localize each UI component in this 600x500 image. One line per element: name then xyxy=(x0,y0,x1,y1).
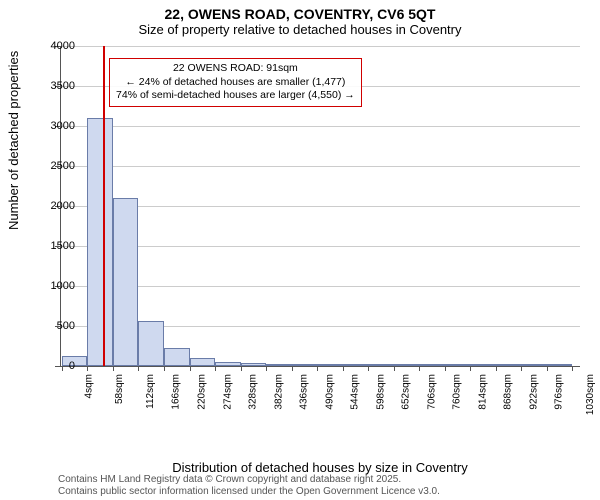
xtick-mark xyxy=(572,366,573,371)
xtick-label: 274sqm xyxy=(222,374,233,410)
xtick-label: 652sqm xyxy=(401,374,412,410)
ytick-label: 1500 xyxy=(35,240,75,252)
xtick-label: 706sqm xyxy=(426,374,437,410)
xtick-mark xyxy=(292,366,293,371)
footer-line-1: Contains HM Land Registry data © Crown c… xyxy=(58,474,440,486)
xtick-mark xyxy=(445,366,446,371)
xtick-mark xyxy=(470,366,471,371)
ytick-label: 2000 xyxy=(35,200,75,212)
xtick-mark xyxy=(521,366,522,371)
gridline xyxy=(60,46,580,47)
footer-line-2: Contains public sector information licen… xyxy=(58,486,440,498)
chart-title: 22, OWENS ROAD, COVENTRY, CV6 5QT xyxy=(0,0,600,22)
xtick-label: 1030sqm xyxy=(585,374,596,415)
xtick-mark xyxy=(547,366,548,371)
xtick-label: 382sqm xyxy=(273,374,284,410)
xtick-mark xyxy=(138,366,139,371)
x-axis-label: Distribution of detached houses by size … xyxy=(60,460,580,475)
xtick-label: 328sqm xyxy=(248,374,259,410)
xtick-label: 868sqm xyxy=(503,374,514,410)
gridline xyxy=(60,166,580,167)
footer-text: Contains HM Land Registry data © Crown c… xyxy=(58,474,440,498)
xtick-mark xyxy=(394,366,395,371)
xtick-mark xyxy=(241,366,242,371)
xtick-label: 814sqm xyxy=(477,374,488,410)
xtick-label: 598sqm xyxy=(375,374,386,410)
xtick-mark xyxy=(496,366,497,371)
gridline xyxy=(60,126,580,127)
xtick-label: 760sqm xyxy=(452,374,463,410)
annotation-line: 74% of semi-detached houses are larger (… xyxy=(116,89,355,103)
xtick-mark xyxy=(113,366,114,371)
ytick-label: 3500 xyxy=(35,80,75,92)
xtick-label: 112sqm xyxy=(145,374,156,409)
xtick-mark xyxy=(87,366,88,371)
ytick-label: 500 xyxy=(35,320,75,332)
histogram-bar xyxy=(113,198,139,366)
xtick-label: 58sqm xyxy=(114,374,125,404)
xtick-label: 436sqm xyxy=(299,374,310,410)
xtick-mark xyxy=(343,366,344,371)
annotation-line: ← 24% of detached houses are smaller (1,… xyxy=(116,76,355,90)
y-axis-label: Number of detached properties xyxy=(6,51,21,230)
xtick-label: 922sqm xyxy=(528,374,539,410)
histogram-bar xyxy=(138,321,164,366)
xtick-mark xyxy=(164,366,165,371)
plot-area: 4sqm 58sqm 112sqm 166sqm 220sqm 274sqm 328sqm 3… xyxy=(60,46,580,416)
ytick-label: 2500 xyxy=(35,160,75,172)
highlight-line xyxy=(103,46,105,366)
histogram-bar xyxy=(87,118,113,366)
ytick-label: 4000 xyxy=(35,40,75,52)
histogram-bar xyxy=(164,348,190,366)
chart-subtitle: Size of property relative to detached ho… xyxy=(0,22,600,37)
xtick-mark xyxy=(215,366,216,371)
xtick-label: 490sqm xyxy=(324,374,335,410)
xtick-label: 220sqm xyxy=(197,374,208,410)
ytick-label: 1000 xyxy=(35,280,75,292)
xtick-mark xyxy=(419,366,420,371)
ytick-label: 3000 xyxy=(35,120,75,132)
histogram-bar xyxy=(190,358,216,366)
annotation-box: 22 OWENS ROAD: 91sqm← 24% of detached ho… xyxy=(109,58,362,107)
xtick-mark xyxy=(266,366,267,371)
xtick-mark xyxy=(190,366,191,371)
xtick-label: 976sqm xyxy=(554,374,565,410)
annotation-line: 22 OWENS ROAD: 91sqm xyxy=(116,62,355,76)
xtick-label: 544sqm xyxy=(350,374,361,410)
ytick-label: 0 xyxy=(35,360,75,372)
xtick-label: 4sqm xyxy=(83,374,94,398)
xtick-mark xyxy=(317,366,318,371)
chart-container: 22, OWENS ROAD, COVENTRY, CV6 5QT Size o… xyxy=(0,0,600,500)
xtick-mark xyxy=(368,366,369,371)
xtick-label: 166sqm xyxy=(171,374,182,410)
